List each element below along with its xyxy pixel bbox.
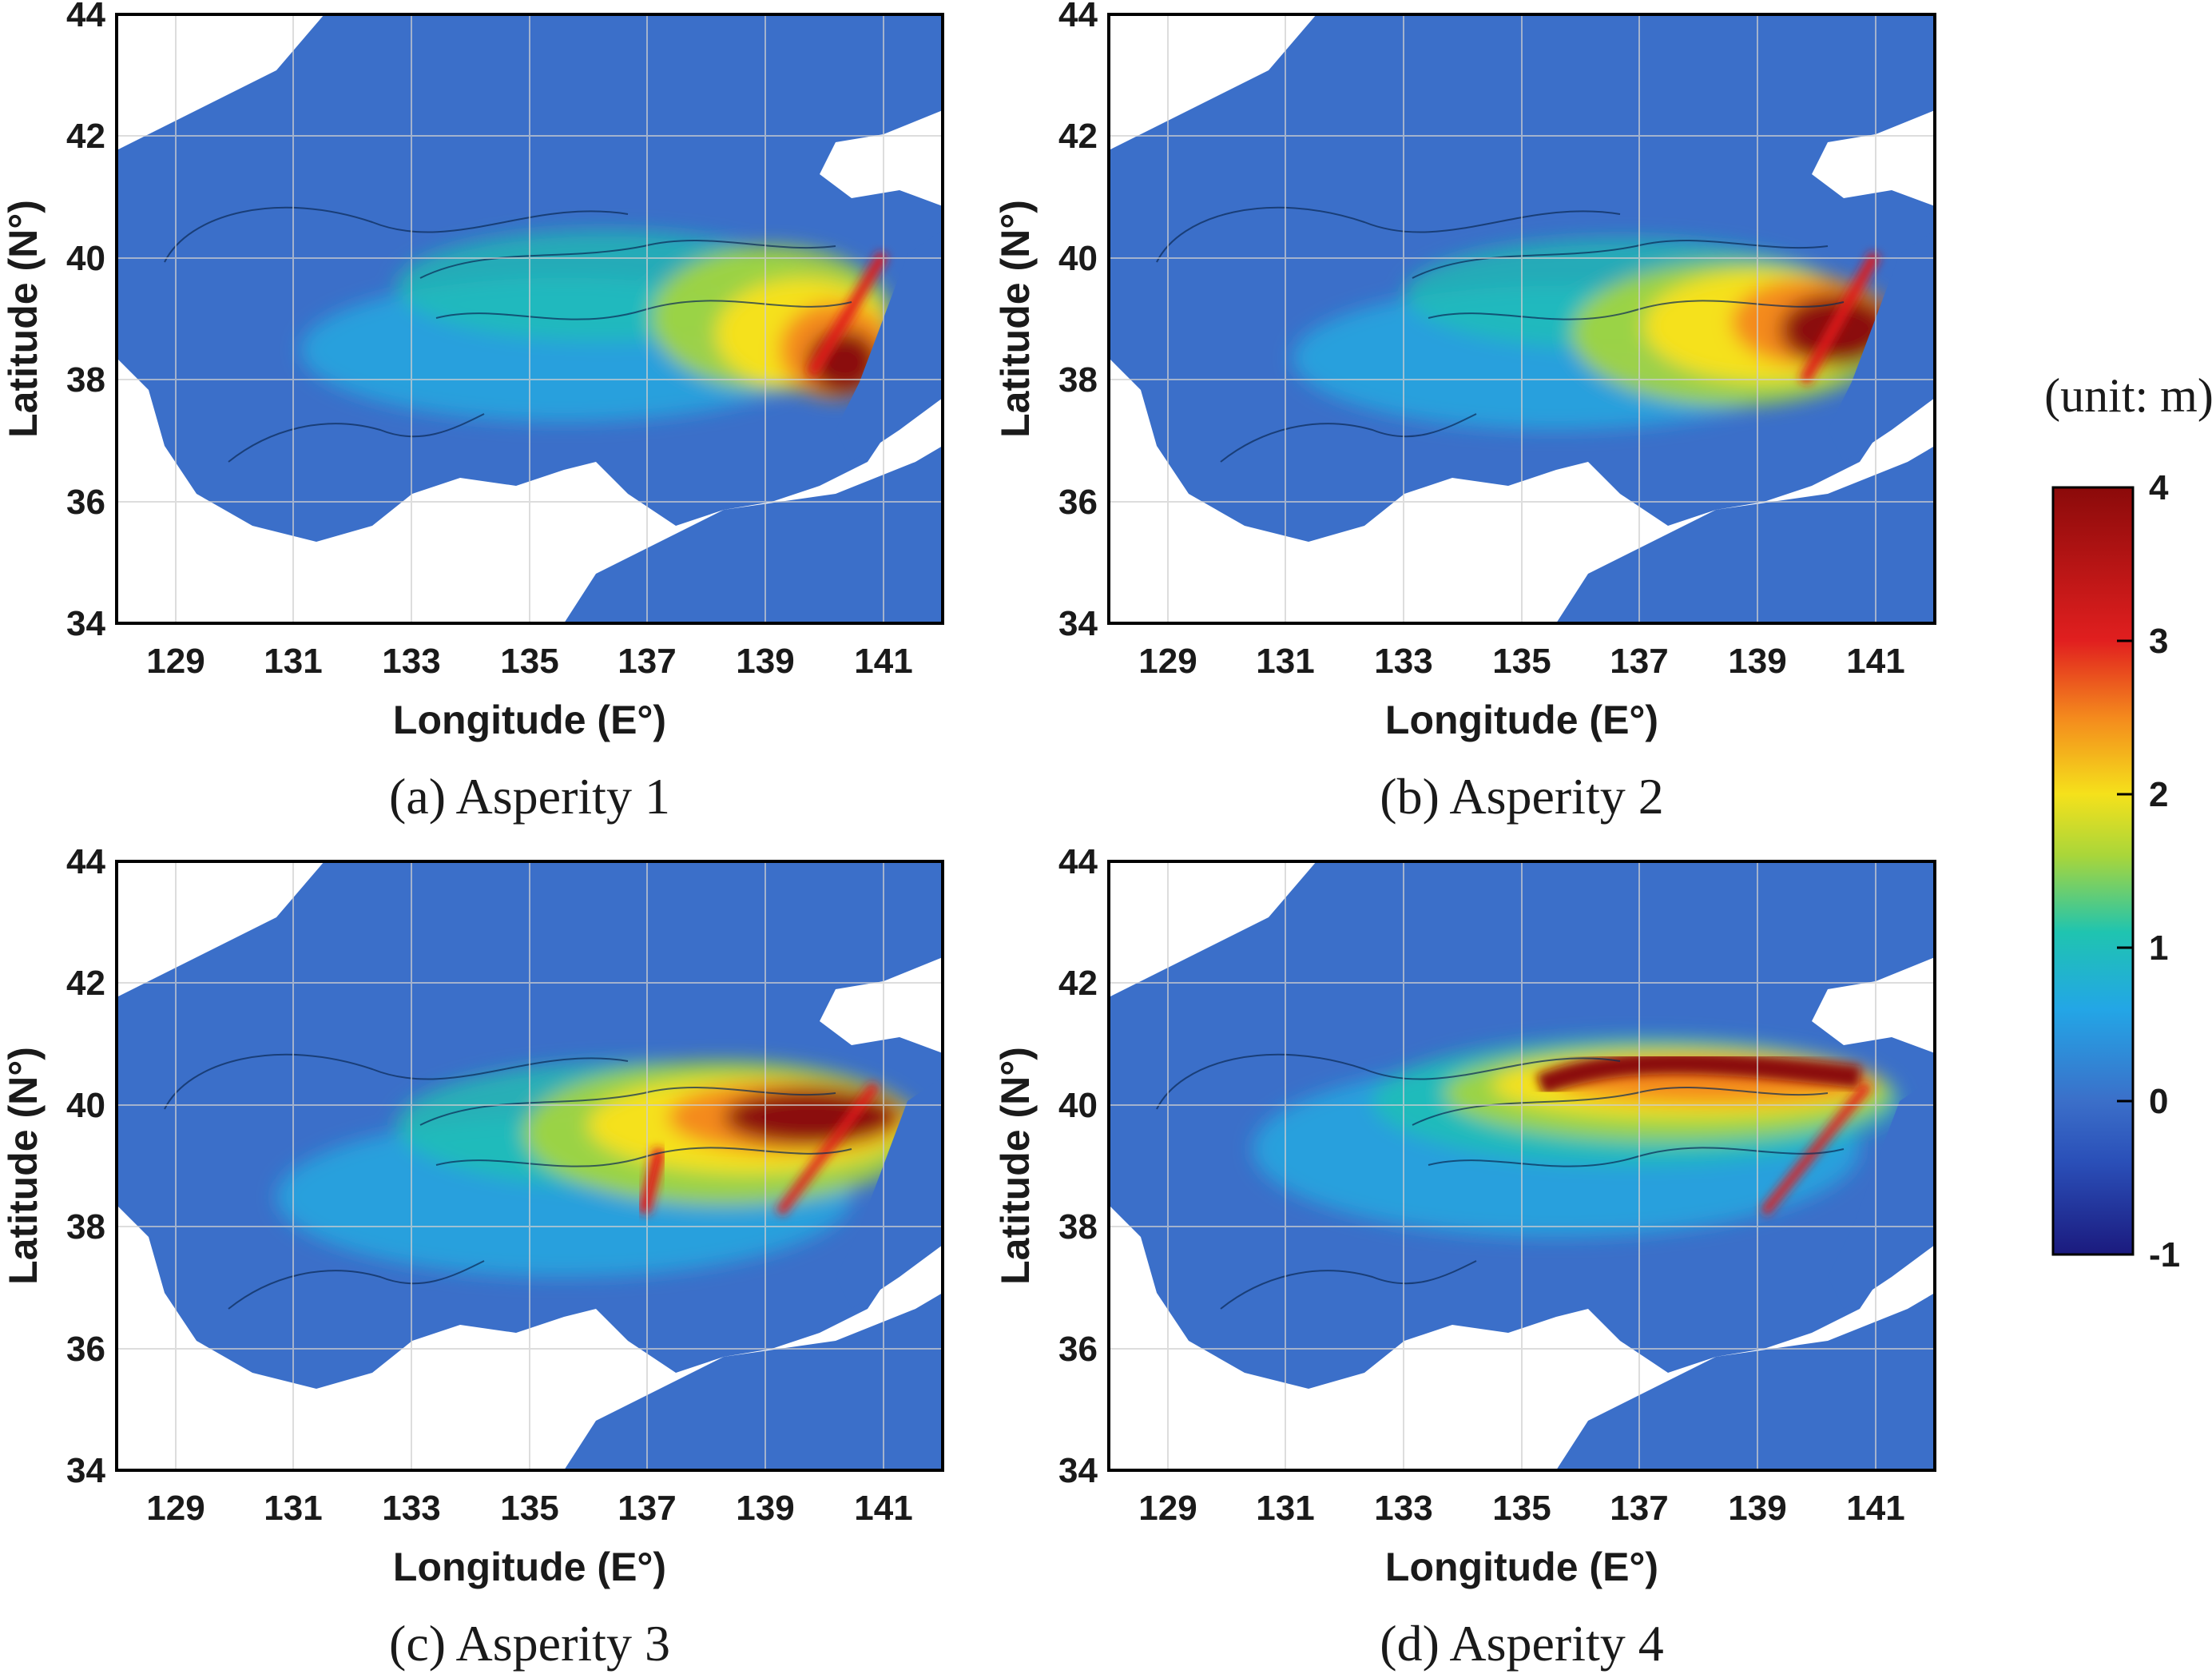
xtick-d-0: 129 bbox=[1138, 1489, 1197, 1528]
xtick-a-6: 141 bbox=[854, 642, 912, 681]
ytick-b-5: 44 bbox=[1058, 0, 1098, 34]
ytick-b-1: 36 bbox=[1058, 483, 1098, 522]
xtick-c-3: 135 bbox=[500, 1489, 558, 1528]
panel-b: 129 131 133 135 137 139 141 34 36 38 40 … bbox=[993, 0, 1936, 825]
xtick-a-1: 131 bbox=[264, 642, 322, 681]
caption-c: (c) Asperity 3 bbox=[389, 1615, 670, 1672]
xlabel-d: Longitude (E°) bbox=[1385, 1545, 1658, 1589]
xtick-d-3: 135 bbox=[1492, 1489, 1551, 1528]
ytick-b-4: 42 bbox=[1058, 117, 1098, 156]
colorbar-tick-neg1: -1 bbox=[2149, 1235, 2180, 1274]
colorbar-gradient bbox=[2051, 486, 2135, 1256]
xtick-b-4: 137 bbox=[1610, 642, 1668, 681]
xtick-d-2: 133 bbox=[1374, 1489, 1432, 1528]
xtick-c-2: 133 bbox=[382, 1489, 440, 1528]
ytick-d-3: 40 bbox=[1058, 1086, 1098, 1125]
xtick-c-5: 139 bbox=[736, 1489, 794, 1528]
colorbar-tick-4: 4 bbox=[2149, 468, 2169, 507]
xtick-b-0: 129 bbox=[1138, 642, 1197, 681]
colorbar-tick-0: 0 bbox=[2149, 1082, 2168, 1121]
xtick-d-4: 137 bbox=[1610, 1489, 1668, 1528]
map-b bbox=[1107, 13, 1936, 625]
xtick-d-6: 141 bbox=[1846, 1489, 1904, 1528]
ytick-c-1: 36 bbox=[66, 1330, 105, 1369]
ytick-d-5: 44 bbox=[1058, 842, 1098, 881]
map-d bbox=[1107, 860, 1936, 1472]
xtick-c-1: 131 bbox=[264, 1489, 322, 1528]
xlabel-c: Longitude (E°) bbox=[393, 1545, 666, 1589]
xlabel-a: Longitude (E°) bbox=[393, 698, 666, 742]
map-c bbox=[115, 860, 944, 1472]
xtick-a-0: 129 bbox=[146, 642, 205, 681]
xtick-a-5: 139 bbox=[736, 642, 794, 681]
ytick-c-3: 40 bbox=[66, 1086, 105, 1125]
colorbar-tick-1: 1 bbox=[2149, 928, 2168, 968]
grid-a bbox=[117, 14, 943, 623]
ytick-d-1: 36 bbox=[1058, 1330, 1098, 1369]
colorbar-unit-label: (unit: m) bbox=[2044, 369, 2212, 422]
xtick-b-5: 139 bbox=[1728, 642, 1786, 681]
ytick-c-4: 42 bbox=[66, 964, 105, 1003]
map-a bbox=[115, 13, 944, 625]
xtick-b-3: 135 bbox=[1492, 642, 1551, 681]
panel-a: 129 131 133 135 137 139 141 34 36 38 40 … bbox=[1, 0, 944, 825]
ylabel-b: Latitude (N°) bbox=[993, 200, 1038, 438]
xtick-d-1: 131 bbox=[1256, 1489, 1314, 1528]
ytick-b-0: 34 bbox=[1058, 604, 1098, 643]
xtick-c-4: 137 bbox=[618, 1489, 676, 1528]
ytick-c-0: 34 bbox=[66, 1451, 105, 1490]
grid-d bbox=[1109, 861, 1935, 1470]
xtick-a-3: 135 bbox=[500, 642, 558, 681]
ytick-c-5: 44 bbox=[66, 842, 105, 881]
xtick-b-6: 141 bbox=[1846, 642, 1904, 681]
caption-b: (b) Asperity 2 bbox=[1380, 768, 1664, 825]
ytick-a-0: 34 bbox=[66, 604, 105, 643]
ytick-a-3: 40 bbox=[66, 239, 105, 278]
grid-c bbox=[117, 861, 943, 1470]
xtick-c-6: 141 bbox=[854, 1489, 912, 1528]
xtick-b-1: 131 bbox=[1256, 642, 1314, 681]
colorbar-tick-3: 3 bbox=[2149, 622, 2168, 661]
ytick-a-4: 42 bbox=[66, 117, 105, 156]
ytick-a-2: 38 bbox=[66, 360, 105, 400]
colorbar: (unit: m) 4 3 2 1 0 -1 bbox=[2044, 369, 2212, 1274]
ylabel-d: Latitude (N°) bbox=[993, 1047, 1038, 1285]
ytick-a-5: 44 bbox=[66, 0, 105, 34]
ytick-b-2: 38 bbox=[1058, 360, 1098, 400]
xtick-a-4: 137 bbox=[618, 642, 676, 681]
ytick-d-4: 42 bbox=[1058, 964, 1098, 1003]
colorbar-tick-2: 2 bbox=[2149, 775, 2168, 814]
caption-a: (a) Asperity 1 bbox=[389, 768, 670, 825]
xtick-b-2: 133 bbox=[1374, 642, 1432, 681]
panel-d: 129 131 133 135 137 139 141 34 36 38 40 … bbox=[993, 842, 1936, 1672]
xtick-d-5: 139 bbox=[1728, 1489, 1786, 1528]
ytick-b-3: 40 bbox=[1058, 239, 1098, 278]
grid-b bbox=[1109, 14, 1935, 623]
ytick-d-0: 34 bbox=[1058, 1451, 1098, 1490]
ylabel-c: Latitude (N°) bbox=[1, 1047, 46, 1285]
xlabel-b: Longitude (E°) bbox=[1385, 698, 1658, 742]
ylabel-a: Latitude (N°) bbox=[1, 200, 46, 438]
panel-c: 129 131 133 135 137 139 141 34 36 38 40 … bbox=[1, 842, 944, 1672]
xtick-a-2: 133 bbox=[382, 642, 440, 681]
ytick-d-2: 38 bbox=[1058, 1207, 1098, 1247]
ytick-c-2: 38 bbox=[66, 1207, 105, 1247]
caption-d: (d) Asperity 4 bbox=[1380, 1615, 1664, 1672]
ytick-a-1: 36 bbox=[66, 483, 105, 522]
xtick-c-0: 129 bbox=[146, 1489, 205, 1528]
